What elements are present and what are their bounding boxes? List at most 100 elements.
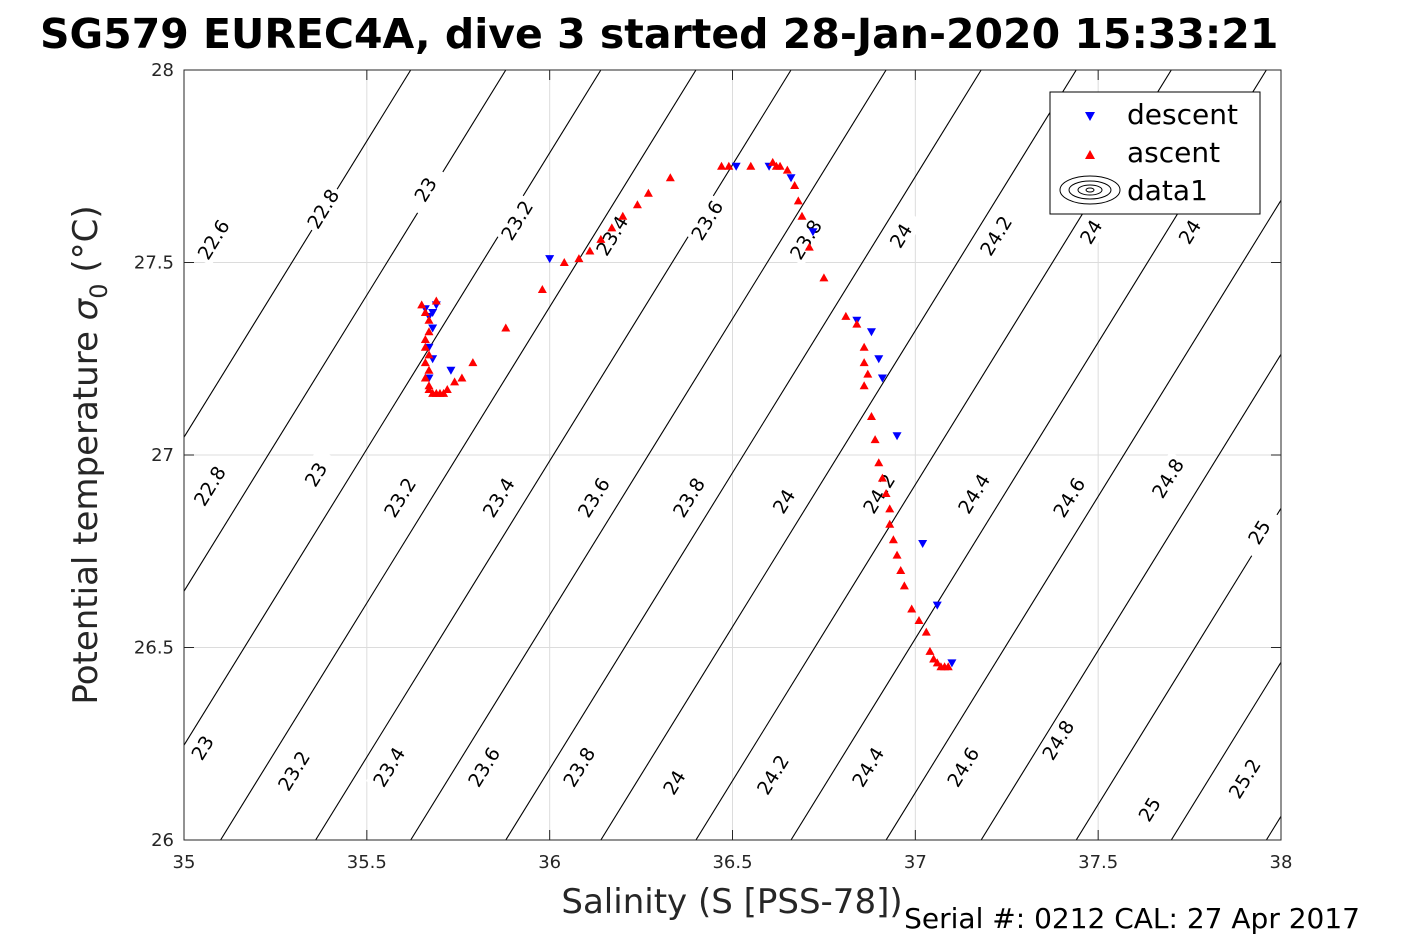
ascent-point (852, 319, 862, 328)
ascent-point (932, 658, 942, 667)
x-axis-ticks: 35 35.5 36 36.5 37 37.5 38 (173, 70, 1293, 873)
density-contour-line (980, 353, 1281, 840)
descent-point (428, 309, 438, 318)
ascent-point (574, 254, 584, 263)
x-axis-label: Salinity (S [PSS-78]) (561, 882, 902, 922)
contour-label-bg (270, 743, 317, 798)
ascent-point (870, 435, 880, 444)
density-contour-line (410, 70, 887, 840)
density-contour-line (1265, 815, 1281, 840)
contour-label-bg (570, 470, 617, 525)
contour-label-bg (651, 755, 697, 809)
ascent-point (859, 381, 869, 390)
ascent-point (925, 646, 935, 655)
descent-point (428, 324, 438, 333)
ascent-point (420, 342, 430, 351)
descent-point (545, 255, 555, 264)
y-axis-label-main: Potential temperature (66, 320, 106, 704)
ascent-point (559, 258, 569, 266)
density-contour-line (1170, 661, 1281, 840)
ascent-point (424, 315, 434, 324)
ascent-point (885, 504, 895, 513)
ascent-point (859, 342, 869, 351)
contour-label-bg (365, 740, 412, 794)
ascent-point (804, 242, 814, 251)
contour-label-bg (402, 162, 449, 217)
y-axis-label-subscript: 0 (85, 283, 113, 298)
contour-label-bg (376, 470, 423, 525)
contour-label-bg (186, 459, 233, 513)
contour-label-bg (844, 740, 891, 794)
y-axis-label-unit: (°C) (66, 205, 106, 283)
ascent-point (468, 358, 478, 367)
descent-point (932, 601, 942, 610)
ascent-point (457, 373, 467, 382)
contour-label-bg (300, 181, 346, 236)
contour-label-bg (1046, 470, 1092, 525)
y-tick-label: 28 (151, 60, 174, 81)
ascent-point (431, 296, 441, 305)
ascent-point (929, 654, 939, 663)
legend-descent-marker (1085, 112, 1095, 121)
ascent-point (819, 273, 829, 282)
density-contour-line (600, 70, 1077, 840)
ascent-point (424, 385, 434, 394)
contour-label-bg (179, 720, 226, 775)
ascent-point (793, 196, 803, 205)
ascent-point (797, 211, 807, 220)
ascent-point (768, 157, 778, 166)
ascent-point (863, 369, 873, 378)
density-contour-line (220, 70, 697, 840)
contour-label-bg (493, 193, 540, 247)
x-tick-label: 37.5 (1078, 852, 1118, 873)
ascent-point (450, 377, 460, 386)
contour-label-bg (665, 470, 712, 525)
contour-label-bg (877, 208, 924, 263)
ascent-point (841, 311, 851, 320)
ascent-point (899, 581, 909, 590)
ascent-point (866, 412, 876, 420)
legend-box (1049, 91, 1261, 215)
ascent-point (420, 335, 430, 343)
ascent-point (881, 489, 891, 497)
contour-label-bg (475, 470, 522, 525)
ascent-point (420, 308, 430, 317)
contour-label-bg (760, 474, 807, 528)
x-tick-label: 36 (538, 852, 561, 873)
legend-ascent-label: ascent (1127, 136, 1220, 169)
ascent-point (892, 550, 902, 559)
ascent-point (420, 373, 430, 382)
chart-title: SG579 EUREC4A, dive 3 started 28-Jan-202… (40, 10, 1278, 58)
x-tick-label: 37 (904, 852, 927, 873)
ascent-point (618, 211, 628, 220)
ascent-point (596, 234, 606, 243)
ascent-point (888, 535, 898, 544)
ascent-point (874, 458, 884, 467)
ascent-point (665, 173, 675, 182)
density-contour-line (1075, 507, 1281, 840)
ascent-point (775, 161, 785, 170)
y-tick-label: 26 (151, 830, 174, 851)
ascent-point (896, 566, 906, 574)
ascent-point (585, 246, 595, 255)
density-contour-line (885, 199, 1281, 840)
contour-label-bg (749, 747, 796, 802)
descent-point (918, 540, 928, 549)
descent-point (877, 374, 887, 383)
x-tick-label: 38 (1270, 852, 1293, 873)
descent-point (947, 659, 957, 668)
ascent-point (417, 300, 427, 309)
x-tick-label: 35 (173, 852, 196, 873)
contour-label-bg (461, 740, 507, 794)
ascent-point (859, 358, 869, 367)
ascent-point (424, 327, 434, 336)
descent-point (731, 162, 741, 171)
y-axis-ticks: 26 26.5 27 27.5 28 (134, 60, 1281, 851)
contour-label-bg (972, 208, 1019, 263)
contour-label-bg (1221, 751, 1268, 806)
ascent-point (501, 323, 511, 332)
ascent-point (921, 627, 931, 636)
ascent-point (877, 473, 887, 482)
contour-label-bg (782, 212, 829, 267)
